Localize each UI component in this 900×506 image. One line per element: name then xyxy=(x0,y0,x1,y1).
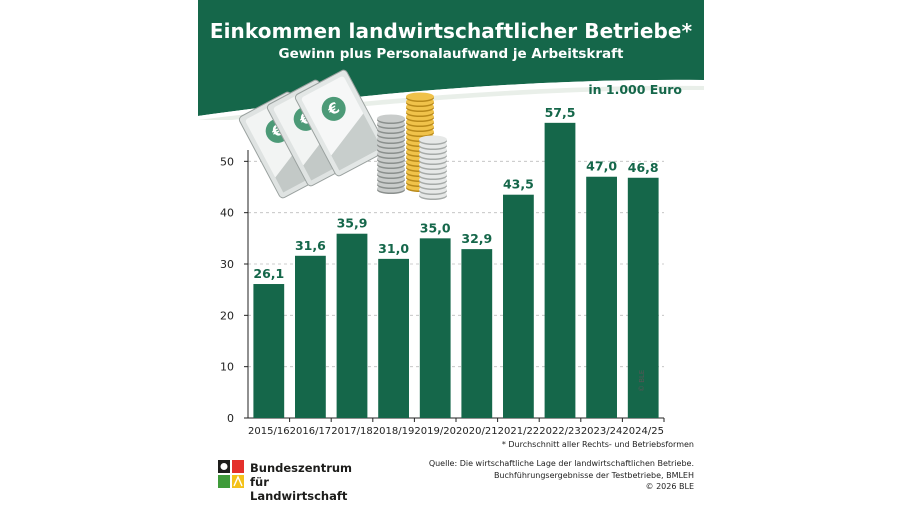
y-tick-labels: 0 10 20 30 40 50 xyxy=(220,155,234,425)
bars xyxy=(253,122,659,418)
bar-chart: € € € 26,131,635,931,035,032,943,557,547 xyxy=(220,69,665,437)
data-label: 31,0 xyxy=(378,241,409,256)
data-label: 32,9 xyxy=(461,231,492,246)
x-tick-label: 2018/19 xyxy=(373,426,415,437)
x-tick-label: 2022/23 xyxy=(539,426,581,437)
bar xyxy=(419,238,451,418)
logo-mark-icon xyxy=(218,460,244,488)
source-line-1: Quelle: Die wirtschaftliche Lage der lan… xyxy=(428,459,694,468)
x-tick-label: 2019/20 xyxy=(414,426,456,437)
x-tick-label: 2016/17 xyxy=(290,426,332,437)
bar xyxy=(378,258,409,418)
data-label: 43,5 xyxy=(503,177,534,192)
bar xyxy=(503,194,534,418)
bar xyxy=(586,176,617,418)
x-tick-label: 2017/18 xyxy=(331,426,373,437)
data-label: 35,9 xyxy=(337,216,368,231)
logo: Bundeszentrum für Landwirtschaft xyxy=(218,458,368,503)
unit-label: in 1.000 Euro xyxy=(588,82,682,97)
source-line-2: Buchführungsergebnisse der Testbetriebe,… xyxy=(493,470,694,480)
bar xyxy=(253,284,285,418)
infographic-card: Einkommen landwirtschaftlicher Betriebe*… xyxy=(198,0,704,506)
data-label: 26,1 xyxy=(253,266,284,281)
coin xyxy=(419,135,447,144)
logo-line-2: für Landwirtschaft xyxy=(250,475,348,503)
y-tick-label: 50 xyxy=(220,155,234,168)
y-tick-label: 0 xyxy=(227,412,234,425)
source-note: Quelle: Die wirtschaftliche Lage der lan… xyxy=(429,458,694,493)
logo-line-1: Bundeszentrum xyxy=(250,461,353,475)
chart-title: Einkommen landwirtschaftlicher Betriebe* xyxy=(209,19,693,43)
data-label: 47,0 xyxy=(586,159,617,174)
source-line-3: © 2026 BLE xyxy=(645,482,694,491)
coin xyxy=(377,114,405,123)
data-label: 31,6 xyxy=(295,238,326,253)
bar xyxy=(627,177,659,418)
x-tick-label: 2024/25 xyxy=(622,426,664,437)
data-label: 57,5 xyxy=(545,105,576,120)
bar xyxy=(461,249,493,418)
footnote: * Durchschnitt aller Rechts- und Betrieb… xyxy=(501,440,694,449)
x-tick-label: 2015/16 xyxy=(248,426,290,437)
y-tick-label: 20 xyxy=(220,309,234,322)
y-tick-label: 30 xyxy=(220,258,234,271)
y-tick-label: 40 xyxy=(220,207,234,220)
data-label: 35,0 xyxy=(420,220,451,235)
x-tick-label: 2023/24 xyxy=(581,426,623,437)
data-label: 46,8 xyxy=(628,160,659,175)
x-tick-labels: 2015/16 2016/17 2017/18 2018/19 2019/20 2020/… xyxy=(248,418,665,437)
y-tick-label: 10 xyxy=(220,361,234,374)
value-labels: 26,1 31,6 35,9 31,0 35,0 32,9 43,5 57,5 47,0 46,8 xyxy=(253,105,658,281)
credit-label: © BLE xyxy=(638,369,646,392)
bar xyxy=(336,233,368,418)
bar xyxy=(544,122,576,418)
x-tick-label: 2021/22 xyxy=(498,426,540,437)
chart-subtitle: Gewinn plus Personalaufwand je Arbeitskr… xyxy=(278,46,624,62)
euro-money-illustration: € € € xyxy=(238,69,447,200)
bar xyxy=(295,255,326,418)
coin xyxy=(406,92,434,101)
x-tick-label: 2020/21 xyxy=(456,426,498,437)
